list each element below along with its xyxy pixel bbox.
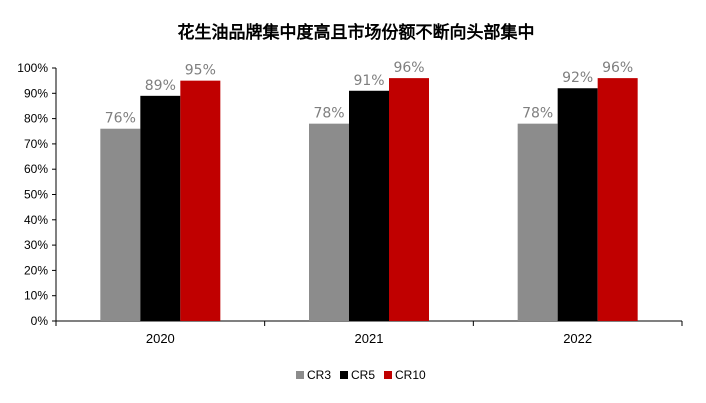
y-tick-label: 30% (24, 238, 48, 252)
data-label: 78% (522, 106, 553, 122)
x-category-label: 2021 (355, 331, 384, 346)
y-tick-label: 0% (31, 314, 49, 328)
bar-cr3-2021 (309, 123, 349, 321)
y-tick-label: 20% (24, 263, 48, 277)
y-tick-label: 80% (24, 112, 48, 126)
legend-swatch-cr3 (296, 371, 304, 379)
y-tick-label: 50% (24, 188, 48, 202)
chart-title: 花生油品牌集中度高且市场份额不断向头部集中 (178, 22, 535, 43)
data-label: 76% (105, 111, 136, 127)
y-tick-label: 70% (24, 137, 48, 151)
legend-label-cr10: CR10 (395, 368, 426, 382)
legend-label-cr5: CR5 (351, 368, 375, 382)
data-label: 96% (393, 60, 424, 76)
legend-swatch-cr5 (340, 371, 348, 379)
bar-cr5-2022 (557, 88, 598, 322)
bar-cr10-2021 (389, 78, 429, 322)
data-label: 78% (313, 106, 344, 122)
bar-cr10-2020 (180, 80, 221, 322)
bar-cr10-2022 (597, 78, 638, 322)
y-tick-label: 10% (24, 289, 48, 303)
x-category-label: 2022 (563, 331, 592, 346)
plot-area: 0% 10% 20% 30% 40% 50% 60% 70% 80% 90% 100% 76% 89% 9… (17, 60, 683, 346)
x-category-label: 2020 (146, 331, 175, 346)
legend: CR3 CR5 CR10 (296, 368, 426, 382)
y-tick-label: 90% (24, 86, 48, 100)
bar-cr5-2020 (140, 95, 181, 321)
y-tick-label: 60% (24, 162, 48, 176)
data-label: 91% (353, 73, 384, 89)
bar-cr5-2021 (349, 90, 389, 322)
legend-label-cr3: CR3 (307, 368, 331, 382)
data-label: 92% (562, 70, 593, 86)
data-label: 95% (185, 63, 216, 79)
bar-cr3-2020 (100, 128, 141, 321)
bar-cr3-2022 (517, 123, 558, 321)
y-tick-label: 100% (17, 61, 48, 75)
data-label: 96% (602, 60, 633, 76)
legend-swatch-cr10 (384, 371, 392, 379)
data-label: 89% (145, 78, 176, 94)
y-tick-label: 40% (24, 213, 48, 227)
